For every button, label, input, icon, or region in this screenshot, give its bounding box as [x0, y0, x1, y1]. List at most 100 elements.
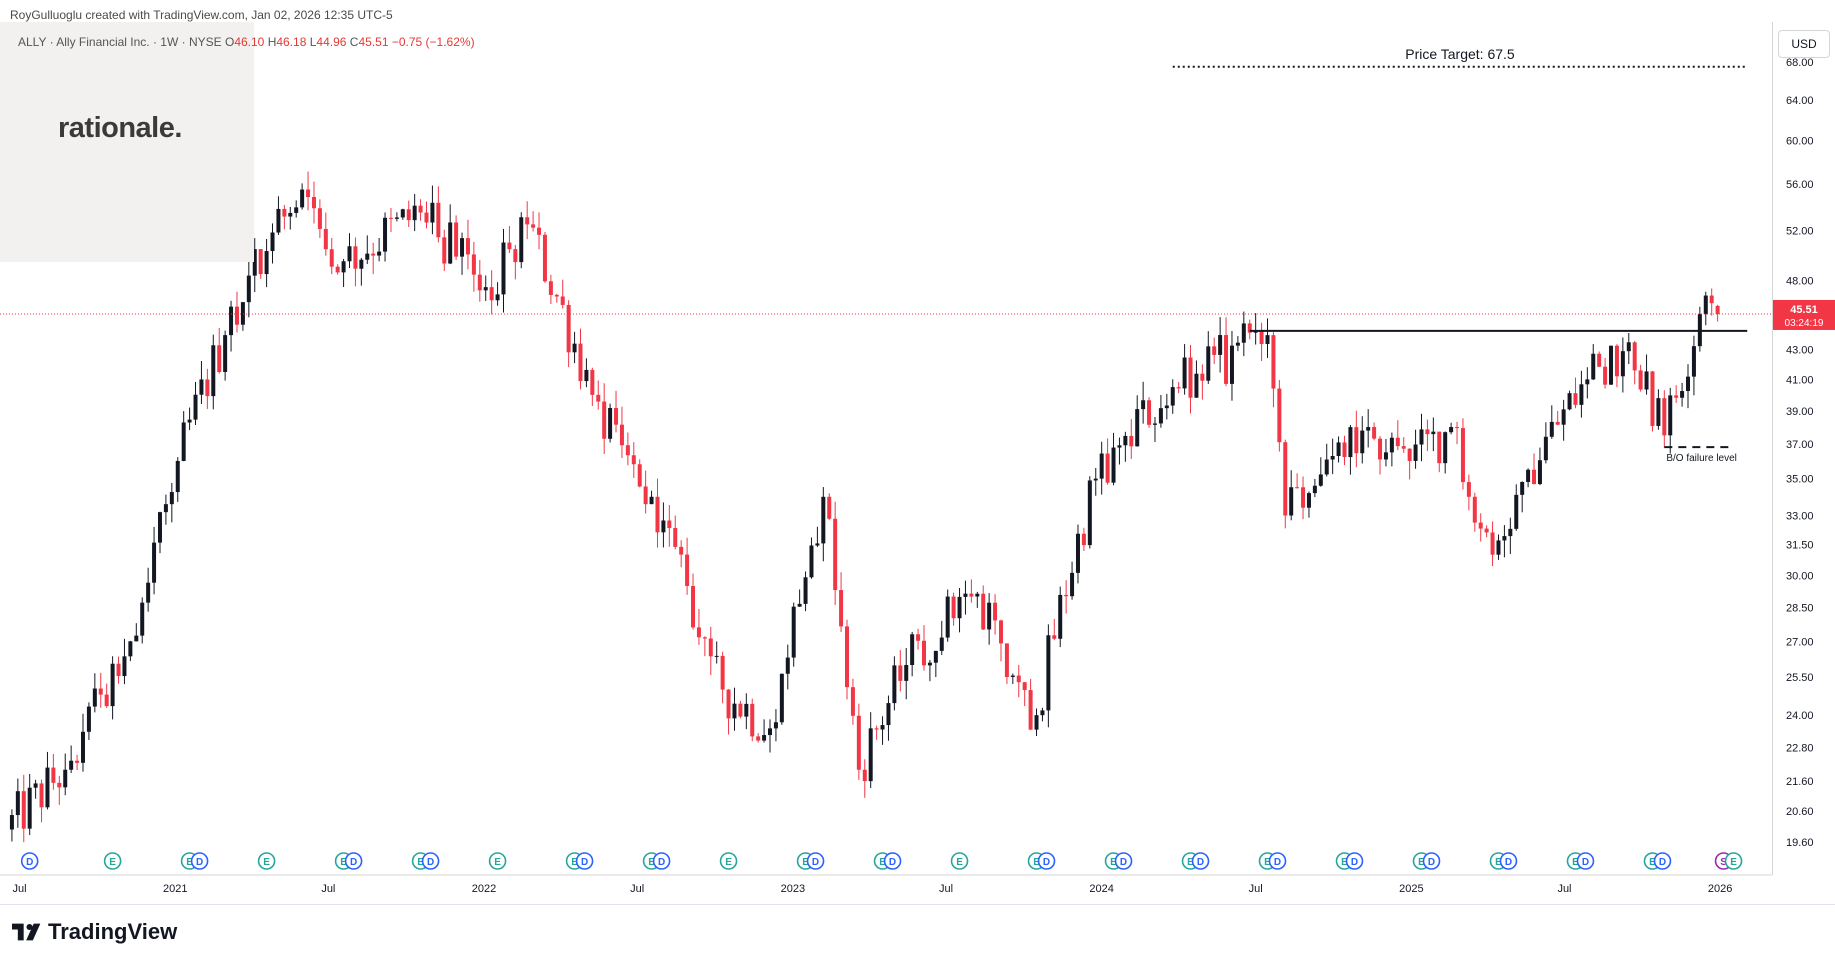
symbol-legend[interactable]: ALLY · Ally Financial Inc. · 1W · NYSE O… [18, 35, 475, 49]
candle-body [862, 769, 867, 782]
dividend-marker[interactable]: D [1653, 852, 1672, 870]
candle-body [205, 379, 210, 397]
candle-body [1046, 635, 1051, 711]
candle-body [1537, 460, 1542, 485]
price-axis-label: 30.00 [1786, 570, 1814, 582]
candle-body [1449, 427, 1454, 433]
candle-body [886, 703, 891, 726]
candle-body [1686, 376, 1691, 392]
candle-body [57, 782, 62, 788]
event-letter: D [1120, 857, 1127, 868]
dividend-marker[interactable]: D [1345, 852, 1364, 870]
candle-body [51, 767, 56, 783]
price-axis-panel[interactable] [1772, 22, 1835, 875]
candle-body [169, 492, 174, 505]
dividend-marker[interactable]: D [1191, 852, 1210, 870]
earnings-marker[interactable]: E [488, 852, 507, 870]
candle-body [762, 735, 767, 741]
candle-body [850, 687, 855, 716]
candle-body [957, 596, 962, 619]
price-axis-label: 60.00 [1786, 136, 1814, 148]
candle-body [892, 665, 897, 704]
candle-body [424, 212, 429, 223]
candle-body [1123, 435, 1128, 446]
event-circle [719, 852, 738, 870]
dividend-marker[interactable]: D [1268, 852, 1287, 870]
price-target-label: Price Target: 67.5 [1405, 46, 1515, 62]
last-price-badge[interactable] [1773, 299, 1835, 330]
earnings-marker[interactable]: E [1724, 852, 1743, 870]
candle-body [673, 528, 678, 547]
event-circle [1724, 852, 1743, 870]
candle-body [98, 688, 103, 695]
dividend-marker[interactable]: D [1499, 852, 1518, 870]
candle-body [1318, 474, 1323, 486]
candle-body [1277, 388, 1282, 443]
dividend-marker[interactable]: D [20, 852, 39, 870]
candle-body [1419, 429, 1424, 445]
tradingview-brand[interactable]: TradingView [12, 919, 177, 945]
candle-body [1271, 335, 1276, 389]
candle-body [756, 736, 761, 741]
event-letter: E [1033, 857, 1040, 868]
candle-body [448, 222, 453, 264]
event-letter: E [186, 857, 193, 868]
candle-body [1532, 469, 1537, 485]
dividend-marker[interactable]: D [344, 852, 363, 870]
candle-body [649, 496, 654, 505]
earnings-marker[interactable]: E [719, 852, 738, 870]
candle-body [1573, 393, 1578, 405]
dividend-marker[interactable]: D [1037, 852, 1056, 870]
candle-body [1526, 469, 1531, 482]
candle-body [1235, 342, 1240, 346]
dividend-marker[interactable]: D [1114, 852, 1133, 870]
candle-body [685, 554, 690, 587]
dividend-marker[interactable]: D [806, 852, 825, 870]
candle-body [1437, 431, 1442, 464]
candle-body [33, 783, 38, 788]
price-axis-label: 48.00 [1786, 276, 1814, 288]
candle-body [63, 769, 68, 788]
candle-body [1058, 594, 1063, 639]
close-label: C [349, 35, 359, 49]
event-letter: E [879, 857, 886, 868]
candle-body [294, 207, 299, 213]
candle-body [1389, 437, 1394, 453]
candle-body [442, 237, 447, 264]
dividend-marker[interactable]: D [421, 852, 440, 870]
dividend-marker[interactable]: D [883, 852, 902, 870]
price-axis-label: 19.60 [1786, 837, 1814, 849]
candle-body [1638, 370, 1643, 390]
candle-body [815, 543, 820, 546]
candle-body [270, 232, 275, 252]
event-letter: D [1197, 857, 1204, 868]
currency-button[interactable]: USD [1778, 30, 1830, 58]
candle-body [311, 197, 316, 209]
dividend-marker[interactable]: D [190, 852, 209, 870]
earnings-marker[interactable]: E [257, 852, 276, 870]
candle-body [377, 251, 382, 256]
candle-body [845, 626, 850, 688]
candle-body [92, 688, 97, 707]
event-letter: D [1582, 857, 1589, 868]
dividend-marker[interactable]: D [1422, 852, 1441, 870]
price-axis-label: 35.00 [1786, 474, 1814, 486]
event-circle [190, 852, 209, 870]
earnings-marker[interactable]: E [103, 852, 122, 870]
close-value: 45.51 [358, 35, 389, 49]
candle-body [927, 662, 932, 666]
candle-body [288, 212, 293, 217]
event-letter: E [1649, 857, 1656, 868]
candle-body [181, 422, 186, 461]
event-circle [1653, 852, 1672, 870]
dividend-marker[interactable]: D [1576, 852, 1595, 870]
earnings-marker[interactable]: E [950, 852, 969, 870]
candle-body [1170, 387, 1175, 406]
dividend-marker[interactable]: D [652, 852, 671, 870]
candle-body [1401, 446, 1406, 449]
candle-body [910, 634, 915, 665]
candle-body [1620, 351, 1625, 377]
event-circle [488, 852, 507, 870]
candle-body [465, 238, 470, 255]
dividend-marker[interactable]: D [575, 852, 594, 870]
